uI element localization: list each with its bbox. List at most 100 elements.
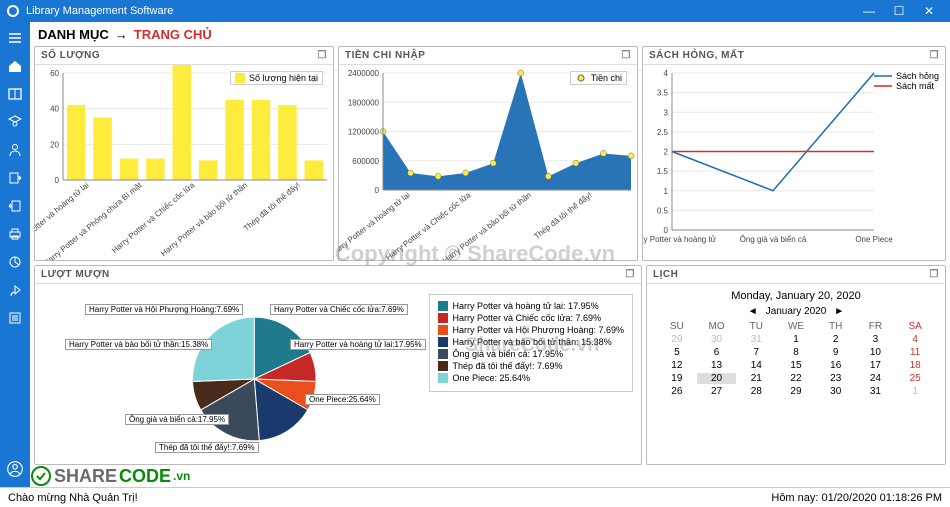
svg-text:Harry Potter và Chiếc cốc lửa: Harry Potter và Chiếc cốc lửa (110, 180, 197, 255)
borrow-icon[interactable] (3, 166, 27, 190)
cal-day[interactable]: 8 (776, 347, 816, 358)
cal-day[interactable]: 9 (816, 347, 856, 358)
cal-day[interactable]: 6 (697, 347, 737, 358)
cal-month-label: January 2020 (766, 306, 827, 317)
pie-legend: Harry Potter và hoàng tử lai: 17.95%Harr… (429, 294, 633, 392)
svg-text:0: 0 (664, 226, 669, 235)
cal-day[interactable]: 20 (697, 373, 737, 384)
sidebar (0, 22, 30, 487)
svg-text:Harry Potter và hoàng tử lai: Harry Potter và hoàng tử lai (35, 180, 91, 250)
cal-day[interactable]: 11 (895, 347, 935, 358)
svg-text:One Piece: One Piece (855, 235, 893, 244)
cal-day[interactable]: 25 (895, 373, 935, 384)
panel-title: SỐ LƯỢNG (41, 50, 100, 61)
status-right: Hôm nay: 01/20/2020 01:18:26 PM (771, 492, 942, 504)
breadcrumb-section: DANH MỤC (38, 27, 109, 42)
print-icon[interactable] (3, 222, 27, 246)
cal-day[interactable]: 1 (776, 334, 816, 345)
svg-text:Harry Potter và Phòng chứa Bí: Harry Potter và Phòng chứa Bí mật (42, 180, 144, 260)
cal-day[interactable]: 12 (657, 360, 697, 371)
user-icon[interactable] (3, 457, 27, 481)
cal-day[interactable]: 29 (776, 386, 816, 397)
cal-day[interactable]: 3 (856, 334, 896, 345)
svg-text:600000: 600000 (352, 157, 379, 166)
cal-day[interactable]: 2 (816, 334, 856, 345)
app-icon (6, 4, 20, 18)
svg-text:3: 3 (664, 108, 669, 117)
cal-day[interactable]: 23 (816, 373, 856, 384)
cal-next[interactable]: ► (834, 306, 844, 317)
expand-icon[interactable]: ❐ (622, 50, 631, 61)
book-icon[interactable] (3, 82, 27, 106)
status-left: Chào mừng Nhà Quản Trị! (8, 492, 138, 504)
cal-day[interactable]: 31 (856, 386, 896, 397)
cal-day[interactable]: 17 (856, 360, 896, 371)
maximize-button[interactable]: ☐ (884, 4, 914, 18)
svg-text:Harry Potter và bảo bối tử thầ: Harry Potter và bảo bối tử thần (159, 181, 249, 259)
expand-icon[interactable]: ❐ (626, 269, 635, 280)
panel-sachhong: SÁCH HỎNG, MẤT❐ 00.511.522.533.54Harry P… (642, 46, 946, 261)
return-icon[interactable] (3, 194, 27, 218)
home-icon[interactable] (3, 54, 27, 78)
pie-icon[interactable] (3, 250, 27, 274)
cal-day[interactable]: 10 (856, 347, 896, 358)
svg-text:0: 0 (55, 176, 60, 185)
cal-day[interactable]: 26 (657, 386, 697, 397)
svg-text:1: 1 (664, 187, 669, 196)
panel-soluong: SỐ LƯỢNG ❐ 0 20 40 60 Harry Potter và hoàng t… (34, 46, 334, 261)
staff-icon[interactable] (3, 138, 27, 162)
svg-text:1800000: 1800000 (348, 98, 380, 107)
menu-icon[interactable] (3, 26, 27, 50)
close-button[interactable]: ✕ (914, 4, 944, 18)
svg-text:Harry Potter và hoàng tử: Harry Potter và hoàng tử (643, 235, 717, 244)
svg-text:1200000: 1200000 (348, 128, 380, 137)
svg-text:Ông già và biển cả: Ông già và biển cả (740, 235, 807, 244)
window-title: Library Management Software (26, 5, 173, 17)
breadcrumb: DANH MỤC → TRANG CHỦ (30, 22, 950, 46)
cal-day[interactable]: 21 (736, 373, 776, 384)
cal-day[interactable]: 4 (895, 334, 935, 345)
cal-day[interactable]: 16 (816, 360, 856, 371)
svg-text:Thép đã tôi thế đấy!: Thép đã tôi thế đấy! (242, 181, 302, 233)
student-icon[interactable] (3, 110, 27, 134)
list-icon[interactable] (3, 306, 27, 330)
cal-day[interactable]: 14 (736, 360, 776, 371)
svg-text:60: 60 (50, 69, 59, 78)
svg-text:20: 20 (50, 140, 59, 149)
svg-text:40: 40 (50, 105, 59, 114)
cal-day[interactable]: 18 (895, 360, 935, 371)
expand-icon[interactable]: ❐ (318, 50, 327, 61)
cal-day[interactable]: 24 (856, 373, 896, 384)
statusbar: Chào mừng Nhà Quản Trị! Hôm nay: 01/20/2… (0, 487, 950, 507)
svg-text:0.5: 0.5 (657, 206, 669, 215)
cal-day[interactable]: 19 (657, 373, 697, 384)
svg-text:3.5: 3.5 (657, 89, 669, 98)
content: DANH MỤC → TRANG CHỦ SỐ LƯỢNG❐ 0204060Ha… (30, 22, 950, 487)
panel-lich: LỊCH❐ Monday, January 20, 2020 ◄January … (646, 265, 946, 465)
panel-title: LƯỢT MƯỢN (41, 269, 110, 280)
panel-tienchi: TIỀN CHI NHẬP❐ 0600000120000018000002400… (338, 46, 638, 261)
cal-day[interactable]: 22 (776, 373, 816, 384)
sharecode-logo: SHARECODE.vn (30, 465, 950, 487)
expand-icon[interactable]: ❐ (930, 269, 939, 280)
minimize-button[interactable]: ― (854, 4, 884, 18)
breadcrumb-arrow: → (115, 27, 128, 42)
cal-day[interactable]: 7 (736, 347, 776, 358)
panel-title: SÁCH HỎNG, MẤT (649, 50, 744, 61)
cal-day[interactable]: 5 (657, 347, 697, 358)
titlebar: Library Management Software ― ☐ ✕ (0, 0, 950, 22)
cal-prev[interactable]: ◄ (748, 306, 758, 317)
svg-text:2400000: 2400000 (348, 69, 380, 78)
cal-day[interactable]: 15 (776, 360, 816, 371)
expand-icon[interactable]: ❐ (930, 50, 939, 61)
cal-day[interactable]: 30 (816, 386, 856, 397)
cal-day[interactable]: 28 (736, 386, 776, 397)
panel-title: TIỀN CHI NHẬP (345, 50, 425, 61)
svg-text:Thép đã tôi thế đấy!: Thép đã tôi thế đấy! (532, 190, 593, 241)
receive-icon[interactable] (3, 278, 27, 302)
panel-luot: LƯỢT MƯỢN ❐ Harry Potter và hoàng tử lai:… (34, 265, 642, 465)
panel-title: LỊCH (653, 269, 678, 280)
cal-day[interactable]: 27 (697, 386, 737, 397)
cal-day[interactable]: 13 (697, 360, 737, 371)
svg-text:2.5: 2.5 (657, 128, 669, 137)
